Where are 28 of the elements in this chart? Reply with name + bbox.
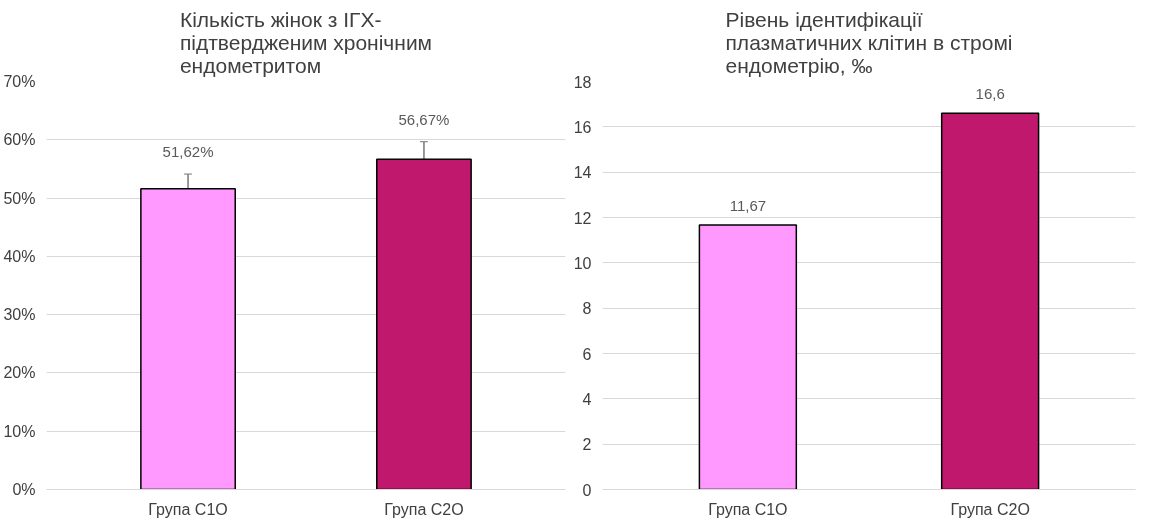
y-tick-label: 30% [3, 306, 36, 324]
y-tick-label: 10 [573, 254, 592, 272]
y-tick-label: 0% [12, 481, 36, 498]
chart-title: Кількість жінок з ІГХ-підтвердженим хронічним ендометритом [179, 7, 433, 77]
y-tick-label: 18 [573, 73, 592, 91]
x-tick-label: Група С1О [708, 500, 788, 518]
y-tick-label: 2 [582, 436, 592, 454]
y-tick-label: 40% [3, 247, 36, 265]
x-tick-label: Група С1О [148, 500, 228, 518]
y-tick-label: 70% [3, 73, 36, 90]
y-tick-label: 8 [582, 300, 592, 318]
y-tick-label: 60% [3, 131, 36, 149]
data-label: 16,6 [975, 85, 1005, 103]
y-tick-label: 0 [582, 481, 592, 499]
y-tick-label: 4 [582, 390, 592, 408]
y-tick-label: 6 [582, 345, 592, 363]
y-tick-label: 14 [573, 164, 592, 182]
data-label: 51,62% [162, 143, 214, 161]
chart-title: Рівень ідентифікації плазматичних клітин в стромі ендометрію, ‰ [725, 7, 1013, 77]
y-tick-label: 10% [3, 422, 36, 440]
y-tick-label: 12 [573, 209, 592, 227]
x-tick-label: Група С2О [384, 500, 464, 518]
y-tick-label: 20% [3, 364, 36, 382]
y-tick-label: 50% [3, 189, 36, 207]
data-label: 11,67 [729, 196, 767, 214]
y-tick-label: 16 [573, 118, 592, 136]
data-label: 56,67% [398, 110, 450, 128]
x-tick-label: Група С2О [950, 500, 1030, 518]
